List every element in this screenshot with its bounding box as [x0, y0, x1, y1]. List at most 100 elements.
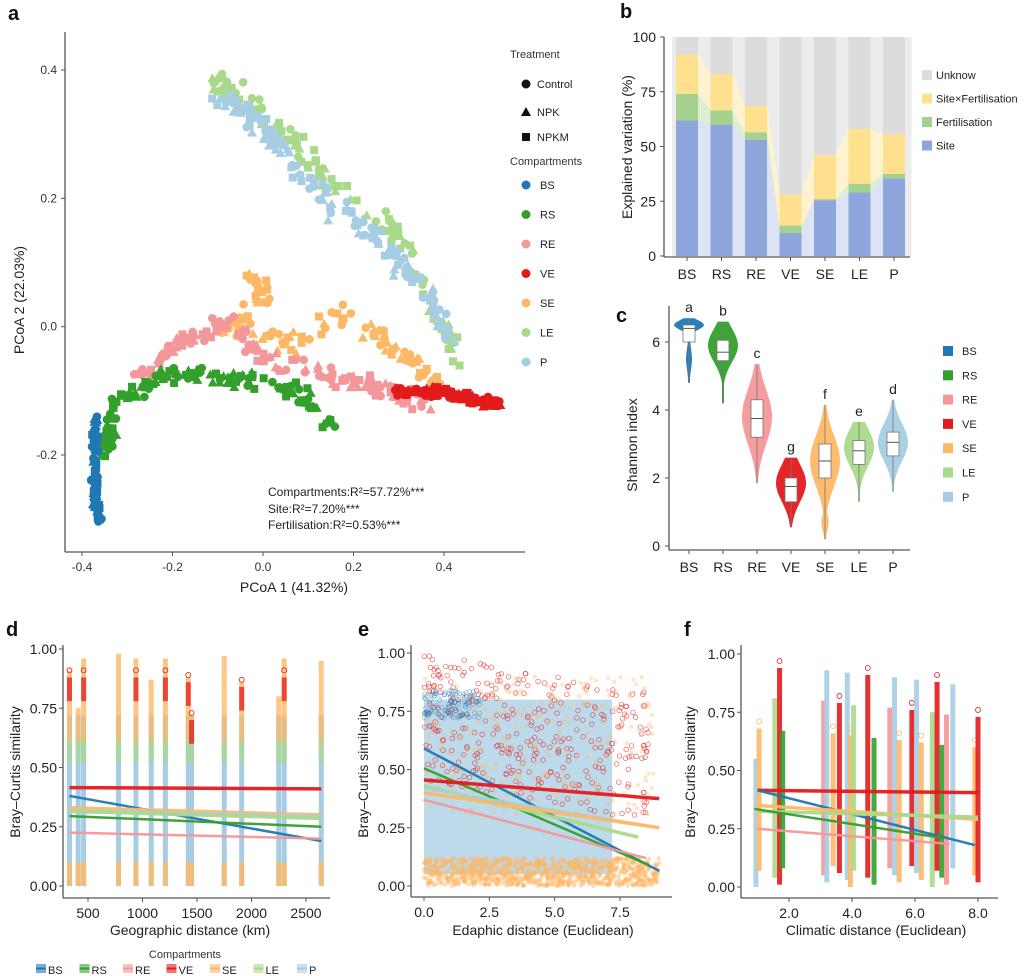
point-VE [534, 726, 540, 732]
point-VE [596, 737, 602, 743]
point-SE [592, 860, 597, 865]
point-SE [589, 675, 594, 681]
point-P [415, 273, 424, 282]
point-LE [297, 157, 306, 166]
point-SE [425, 718, 430, 723]
point-SE [585, 876, 590, 882]
point-SE [514, 689, 519, 695]
point-SE [496, 709, 501, 714]
point-BS [450, 694, 455, 700]
point-SE [390, 341, 401, 351]
stripe-VE [281, 677, 287, 702]
legend-label-site: Site [936, 141, 955, 153]
point-SE [540, 773, 546, 778]
geographic-y-title: Bray–Curtis similarity [7, 706, 23, 837]
stripe-P [148, 715, 154, 886]
point-LE [448, 357, 457, 366]
point-SE [472, 706, 477, 711]
stripe-P [221, 715, 227, 886]
point-SE [297, 338, 306, 347]
stripe-VE [162, 677, 168, 702]
legend-swatch-unknown [922, 70, 932, 80]
point-P [228, 106, 239, 116]
x-tick-label: 0.0 [414, 904, 434, 920]
point-RE [299, 355, 309, 365]
point-BS [456, 698, 462, 704]
legend-swatch-SE [521, 298, 531, 308]
point-SE [524, 722, 529, 728]
point-RE [198, 330, 207, 339]
stripe-LE [189, 739, 195, 763]
point-SE [575, 862, 581, 868]
point-RE [386, 388, 395, 397]
point-SE [646, 771, 652, 776]
stripe-VE [975, 716, 981, 883]
point-VE [541, 680, 548, 686]
fit-line-RE [423, 798, 647, 860]
point-SE [490, 878, 495, 883]
point-SE [251, 291, 260, 300]
point-SE [572, 883, 577, 888]
point-RE [187, 335, 198, 345]
point-RE [275, 365, 286, 375]
point-SE [428, 872, 433, 878]
point-LE [343, 181, 352, 190]
point-SE [441, 734, 446, 739]
point-SE [621, 880, 627, 885]
stripe-LE [929, 712, 935, 887]
point-VE [80, 667, 87, 674]
point-LE [406, 241, 415, 250]
point-P [287, 160, 297, 170]
stripe-SE-low [162, 862, 168, 886]
point-SE [612, 705, 618, 711]
point-SE [565, 748, 570, 753]
stripe-SE-high [318, 660, 324, 744]
point-SE [424, 866, 429, 871]
point-SE [545, 721, 550, 727]
point-SE [644, 791, 650, 796]
point-SE [556, 730, 562, 735]
point-BS [471, 701, 476, 707]
point-SE [400, 351, 411, 361]
point-RE [259, 355, 268, 364]
box-BS [682, 324, 696, 343]
point-VE [590, 712, 596, 718]
bar-VE-site [779, 233, 802, 256]
point-VE [546, 692, 552, 698]
point-VE [616, 779, 622, 785]
legend-label-RS: RS [92, 965, 107, 976]
point-SE [592, 784, 597, 790]
point-SE [408, 359, 417, 368]
point-SE [434, 859, 439, 865]
point-SE [553, 878, 559, 884]
bar-LE-fertilisation [848, 183, 871, 193]
point-RS [136, 381, 147, 391]
point-SE [529, 875, 535, 881]
point-BS [430, 689, 436, 695]
point-P [342, 197, 352, 207]
point-SE [584, 690, 589, 695]
fit-line-VE [69, 785, 322, 791]
point-VE [425, 761, 431, 768]
point-VE [501, 702, 508, 708]
point-P [326, 208, 336, 218]
y-tick-label: 0.00 [30, 878, 57, 894]
point-BS [477, 710, 482, 716]
point-SE [605, 675, 611, 680]
point-SE [636, 874, 641, 880]
point-RE [161, 348, 172, 358]
legend-label-BS: BS [48, 965, 63, 976]
point-VE [471, 729, 478, 736]
point-VE [574, 715, 580, 721]
point-SE [564, 783, 569, 788]
point-VE [444, 672, 450, 679]
point-RS [170, 378, 179, 387]
point-LE [255, 95, 264, 104]
point-VE [600, 765, 606, 771]
point-VE [440, 747, 446, 753]
stripe-RS [939, 744, 945, 878]
point-VE [506, 764, 512, 770]
point-SE [496, 867, 502, 872]
point-SE [474, 868, 480, 873]
point-RS [305, 387, 316, 397]
